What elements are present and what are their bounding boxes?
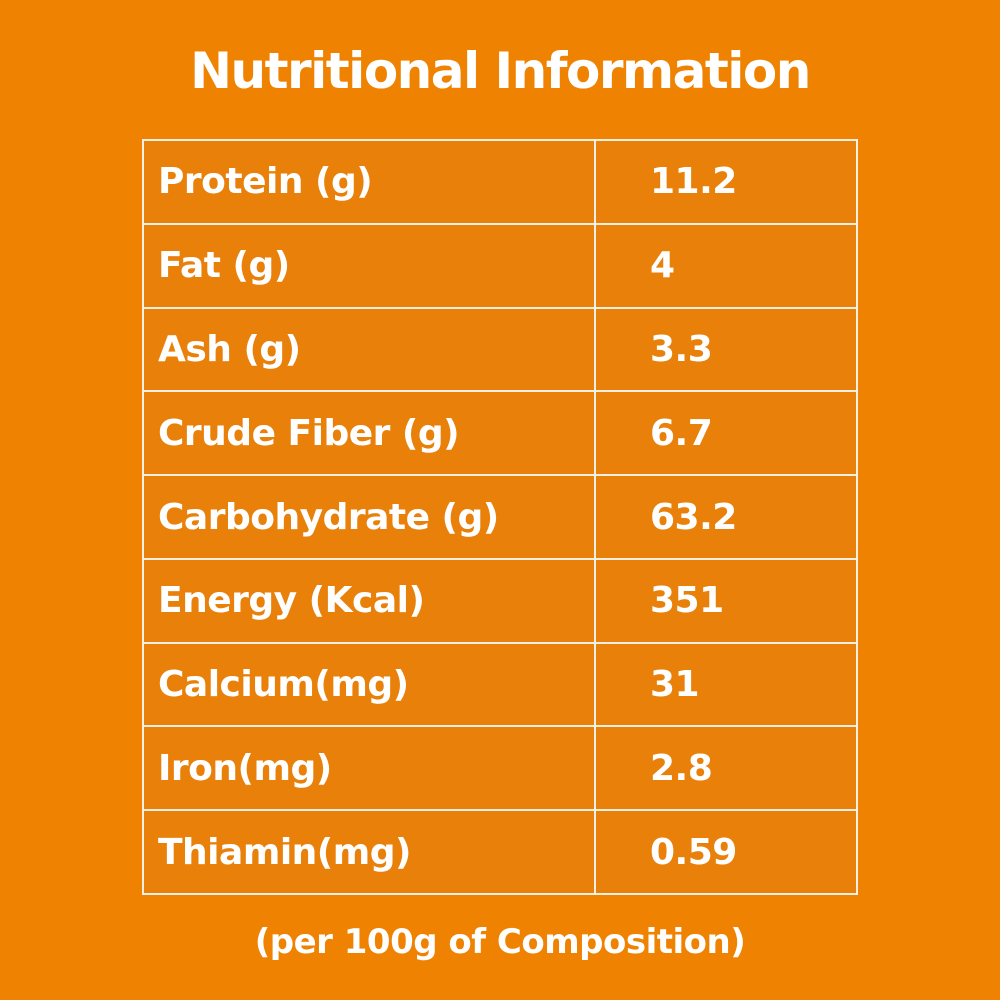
nutrition-table: Protein (g) 11.2 Fat (g) 4 Ash (g) 3.3 C… <box>142 139 858 895</box>
table-row: Protein (g) 11.2 <box>144 141 856 223</box>
nutrient-value: 31 <box>593 643 856 726</box>
footer-note: (per 100g of Composition) <box>254 922 746 962</box>
nutrient-label: Carbohydrate (g) <box>158 496 499 538</box>
nutrient-label: Ash (g) <box>158 328 301 370</box>
nutrient-value: 0.59 <box>593 811 856 894</box>
nutrient-label: Energy (Kcal) <box>158 580 425 622</box>
table-row: Fat (g) 4 <box>144 222 856 307</box>
nutrient-label: Thiamin(mg) <box>158 831 411 873</box>
nutrient-label: Fat (g) <box>158 245 290 287</box>
nutrient-value: 11.2 <box>593 141 856 223</box>
nutrient-value: 351 <box>593 559 856 642</box>
table-row: Crude Fiber (g) 6.7 <box>144 390 856 475</box>
nutrient-value: 3.3 <box>593 308 856 391</box>
table-row: Ash (g) 3.3 <box>144 306 856 391</box>
nutrient-label: Iron(mg) <box>158 747 332 789</box>
table-row: Calcium(mg) 31 <box>144 641 856 726</box>
nutrient-label: Crude Fiber (g) <box>158 412 460 454</box>
table-row: Iron(mg) 2.8 <box>144 725 856 810</box>
nutrient-value: 4 <box>593 224 856 307</box>
page-title: Nutritional Information <box>190 42 811 100</box>
table-row: Carbohydrate (g) 63.2 <box>144 474 856 558</box>
nutrient-value: 63.2 <box>593 476 856 558</box>
table-row: Energy (Kcal) 351 <box>144 557 856 642</box>
nutrient-value: 2.8 <box>593 727 856 810</box>
nutrient-label: Calcium(mg) <box>158 664 409 706</box>
table-row: Thiamin(mg) 0.59 <box>144 809 856 894</box>
nutrient-value: 6.7 <box>593 392 856 475</box>
nutrient-label: Protein (g) <box>158 161 373 203</box>
